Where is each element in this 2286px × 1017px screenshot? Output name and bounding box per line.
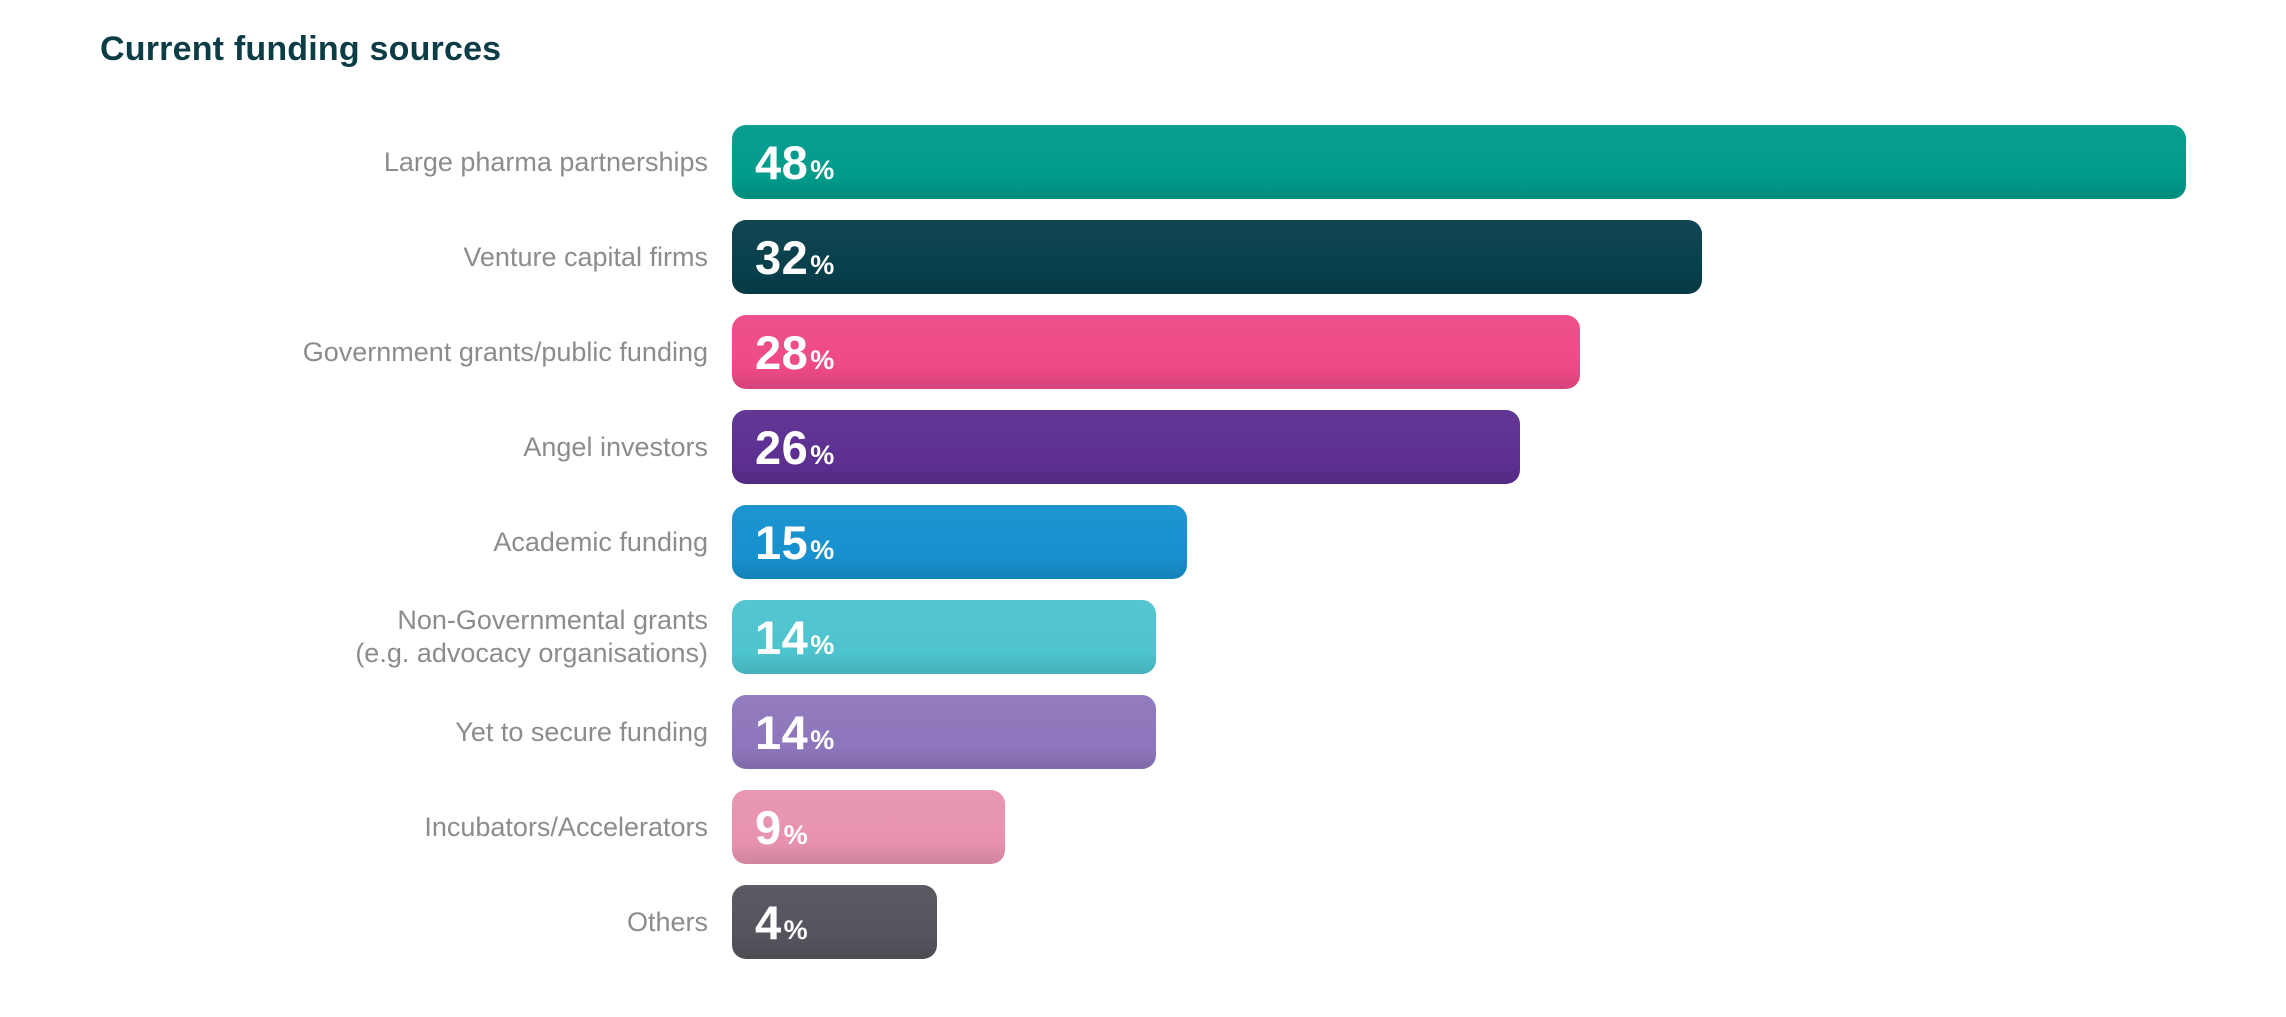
category-label: Government grants/public funding — [302, 336, 708, 367]
value-label: 14% — [755, 709, 834, 756]
bar-row: Large pharma partnerships 48% — [100, 125, 2286, 199]
category-label: Non-Governmental grants (e.g. advocacy o… — [355, 605, 708, 668]
percent-sign: % — [783, 819, 808, 850]
value-label: 28% — [755, 329, 834, 376]
category-label: Large pharma partnerships — [383, 146, 708, 177]
percent-sign: % — [783, 914, 808, 945]
bar: 48% — [732, 125, 2187, 199]
bar-row: Venture capital firms 32% — [100, 220, 2286, 294]
value-number: 4 — [755, 895, 782, 949]
bar-row: Incubators/Accelerators 9% — [100, 790, 2286, 864]
bar-row: Yet to secure funding 14% — [100, 695, 2286, 769]
percent-sign: % — [810, 249, 835, 280]
bar: 28% — [732, 315, 1581, 389]
value-number: 26 — [755, 420, 809, 474]
chart-title: Current funding sources — [100, 30, 502, 68]
bar: 32% — [732, 220, 1702, 294]
category-label: Angel investors — [523, 431, 708, 462]
bar-row: Non-Governmental grants (e.g. advocacy o… — [100, 600, 2286, 674]
percent-sign: % — [810, 724, 835, 755]
bar: 14% — [732, 600, 1157, 674]
percent-sign: % — [810, 154, 835, 185]
bar: 15% — [732, 505, 1187, 579]
bar-rows: Large pharma partnerships 48% Venture ca… — [100, 125, 2286, 959]
category-label: Incubators/Accelerators — [424, 811, 708, 842]
value-label: 14% — [755, 614, 834, 661]
bar-row: Government grants/public funding 28% — [100, 315, 2286, 389]
bar: 9% — [732, 790, 1005, 864]
value-label: 48% — [755, 139, 834, 186]
value-number: 28 — [755, 325, 809, 379]
value-number: 9 — [755, 800, 782, 854]
category-label: Others — [626, 906, 708, 937]
category-label: Academic funding — [493, 526, 708, 557]
value-number: 15 — [755, 515, 809, 569]
bar: 14% — [732, 695, 1157, 769]
bar-row: Angel investors 26% — [100, 410, 2286, 484]
value-label: 9% — [755, 804, 808, 851]
value-number: 32 — [755, 230, 809, 284]
percent-sign: % — [810, 439, 835, 470]
bar: 26% — [732, 410, 1520, 484]
value-number: 14 — [755, 705, 809, 759]
value-number: 14 — [755, 610, 809, 664]
category-label: Yet to secure funding — [455, 716, 708, 747]
value-label: 4% — [755, 899, 808, 946]
percent-sign: % — [810, 344, 835, 375]
bar: 4% — [732, 885, 937, 959]
percent-sign: % — [810, 629, 835, 660]
chart-area: Current funding sources Large pharma par… — [100, 30, 2286, 959]
percent-sign: % — [810, 534, 835, 565]
value-label: 26% — [755, 424, 834, 471]
value-label: 15% — [755, 519, 834, 566]
bar-row: Others 4% — [100, 885, 2286, 959]
value-label: 32% — [755, 234, 834, 281]
category-label: Venture capital firms — [463, 241, 708, 272]
value-number: 48 — [755, 135, 809, 189]
bar-row: Academic funding 15% — [100, 505, 2286, 579]
